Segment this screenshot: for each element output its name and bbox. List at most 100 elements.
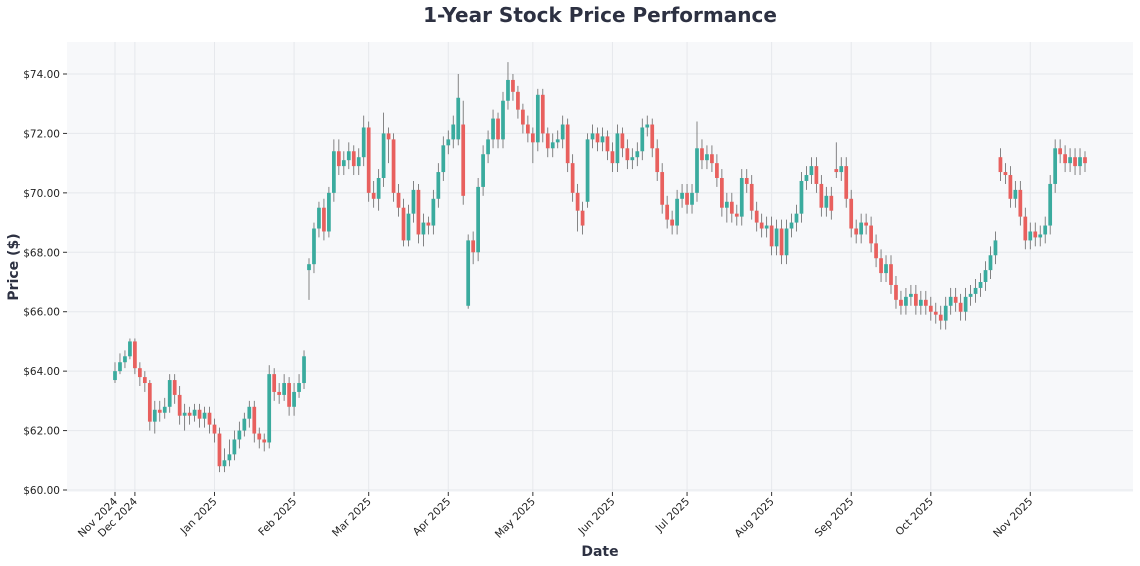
candle-body-up <box>983 270 988 282</box>
candle <box>889 255 893 294</box>
candle <box>869 216 873 253</box>
candle-body-down <box>710 154 714 164</box>
candle <box>988 246 993 280</box>
candle <box>923 290 928 315</box>
candle-body-down <box>923 299 928 306</box>
candle-body-down <box>1063 154 1067 164</box>
candle <box>212 418 217 443</box>
candle <box>128 338 132 360</box>
candle <box>605 130 610 161</box>
candle <box>829 186 834 220</box>
candle <box>545 127 550 158</box>
candle-body-down <box>207 412 212 425</box>
candle <box>978 273 983 297</box>
candle-body-up <box>167 380 172 407</box>
y-axis-label: Price ($) <box>6 233 22 300</box>
candle <box>501 91 505 149</box>
candle <box>864 213 868 235</box>
candle <box>441 136 446 181</box>
candle-body-up <box>356 157 361 167</box>
candle <box>943 296 948 330</box>
candle-body-down <box>953 296 958 303</box>
candle <box>1063 145 1067 173</box>
candle-body-down <box>665 204 670 220</box>
candle-body-down <box>715 163 719 178</box>
candle-body-up <box>859 222 864 235</box>
candle-body-down <box>217 433 222 467</box>
candle-body-down <box>849 198 854 229</box>
candle <box>715 154 719 187</box>
candle <box>1068 148 1072 173</box>
candle-body-up <box>1053 148 1058 184</box>
candle-body-up <box>1048 183 1053 226</box>
candle-body-down <box>660 172 665 205</box>
candle <box>416 183 421 244</box>
x-tick-label: Oct 2025 <box>893 496 936 539</box>
candle <box>386 127 391 164</box>
candle-body-down <box>759 222 764 229</box>
candle-body-up <box>411 189 416 214</box>
candle <box>680 183 684 208</box>
candle-body-down <box>545 133 550 149</box>
candle <box>734 204 739 226</box>
candle <box>535 88 540 152</box>
candle <box>914 284 918 315</box>
candle <box>411 180 416 223</box>
candle <box>844 157 849 208</box>
candle <box>516 85 520 119</box>
y-tick-label: $62.00 <box>23 426 60 438</box>
candle <box>312 222 316 274</box>
candle-body-down <box>958 302 963 312</box>
y-axis-ticks: $60.00 $62.00 $64.00 $66.00 $68.00 $70.00 $72.… <box>23 69 67 497</box>
candle-body-up <box>739 178 744 217</box>
candle-body-down <box>779 228 784 256</box>
candle <box>595 127 600 152</box>
candle-body-up <box>381 133 386 178</box>
candle-body-up <box>346 151 351 161</box>
candle-body-down <box>1023 216 1028 241</box>
candle-body-up <box>705 154 709 161</box>
candle-body-down <box>879 258 883 274</box>
candle <box>491 109 495 149</box>
candle-body-up <box>406 213 411 241</box>
candle <box>968 284 973 306</box>
candle-body-up <box>963 296 968 312</box>
candle-body-up <box>267 374 272 443</box>
candle-body-up <box>804 175 809 181</box>
candle-body-up <box>635 151 640 158</box>
candle-body-up <box>988 255 993 271</box>
candle <box>774 219 779 256</box>
candle <box>471 231 476 265</box>
candle-body-down <box>396 192 401 208</box>
candle <box>341 151 346 176</box>
candle-body-up <box>376 178 381 199</box>
candle <box>451 115 456 149</box>
candle-body-down <box>322 207 326 232</box>
candle <box>202 406 207 428</box>
candle <box>267 365 272 449</box>
candle <box>1048 175 1053 235</box>
candle-body-down <box>575 192 580 211</box>
candle <box>834 142 839 178</box>
candle <box>336 139 341 176</box>
candle <box>705 145 709 170</box>
candle <box>292 383 296 416</box>
candle <box>769 216 774 256</box>
x-tick-label: Jan 2025 <box>178 496 220 538</box>
candle-body-up <box>202 412 207 419</box>
candle <box>958 293 963 321</box>
y-tick-label: $72.00 <box>23 128 60 140</box>
candle-body-up <box>192 409 197 416</box>
candle <box>819 175 824 217</box>
candle-body-up <box>476 186 480 253</box>
candle <box>162 397 167 419</box>
candle <box>620 127 625 158</box>
candle-body-up <box>312 228 316 265</box>
candle-body-up <box>1043 225 1048 235</box>
candle-body-up <box>242 418 247 431</box>
candle <box>486 130 490 164</box>
candle <box>640 118 645 161</box>
candle <box>764 216 769 238</box>
x-tick-label: Sep 2025 <box>813 496 857 540</box>
candle <box>570 154 575 202</box>
